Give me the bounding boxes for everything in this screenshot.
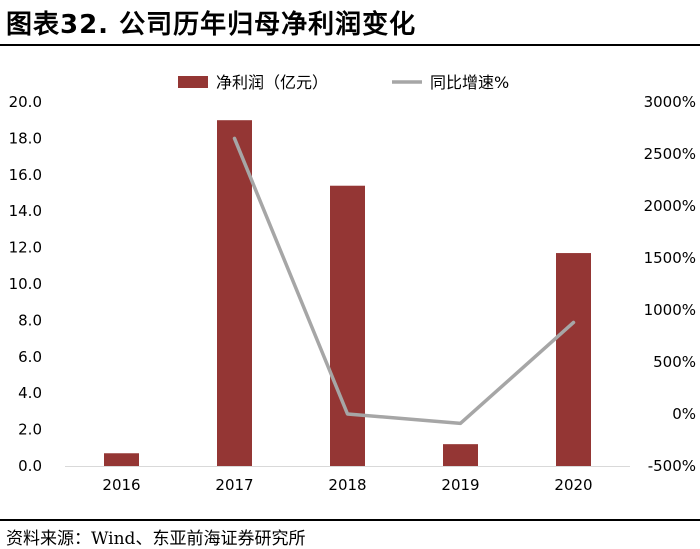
y-left-tick-label: 16.0 [9,166,42,184]
y-left-tick-label: 8.0 [18,311,42,329]
y-right-tick-label: 2500% [644,145,696,163]
legend-label-line: 同比增速% [430,73,509,92]
bar [556,253,591,466]
y-left-tick-label: 0.0 [18,457,42,475]
x-tick-label: 2017 [215,476,253,494]
y-right-tick-label: 1000% [644,301,696,319]
y-right-tick-label: -500% [648,457,696,475]
bar [104,453,139,466]
bar [330,185,365,466]
legend-label-bar: 净利润（亿元） [216,73,328,92]
y-left-tick-label: 4.0 [18,384,42,402]
footer-divider [0,519,700,521]
y-left-tick-label: 20.0 [9,93,42,111]
title-bar: 图表32. 公司历年归母净利润变化 [0,0,700,46]
y-left-tick-label: 18.0 [9,129,42,147]
y-right-tick-label: 0% [672,405,696,423]
y-right-tick-label: 3000% [644,93,696,111]
y-left-tick-label: 12.0 [9,239,42,257]
x-tick-label: 2016 [102,476,140,494]
x-tick-label: 2020 [554,476,592,494]
chart-title: 图表32. 公司历年归母净利润变化 [6,10,417,40]
source-note: 资料来源：Wind、东亚前海证券研究所 [6,529,306,549]
bar [217,120,252,466]
y-left-tick-label: 2.0 [18,421,42,439]
y-left-tick-label: 10.0 [9,275,42,293]
y-right-tick-label: 2000% [644,197,696,215]
y-left-tick-label: 6.0 [18,348,42,366]
chart: 0.0 2.0 4.0 6.0 8.0 10.0 12.0 14.0 16.0 18.0 20.0 -… [9,73,696,494]
y-right-tick-label: 500% [653,353,696,371]
bar [443,444,478,466]
x-tick-label: 2018 [328,476,366,494]
y-left-tick-label: 14.0 [9,202,42,220]
legend-swatch-bar [178,76,208,88]
x-tick-label: 2019 [441,476,479,494]
y-right-tick-label: 1500% [644,249,696,267]
growth-line [232,136,576,426]
